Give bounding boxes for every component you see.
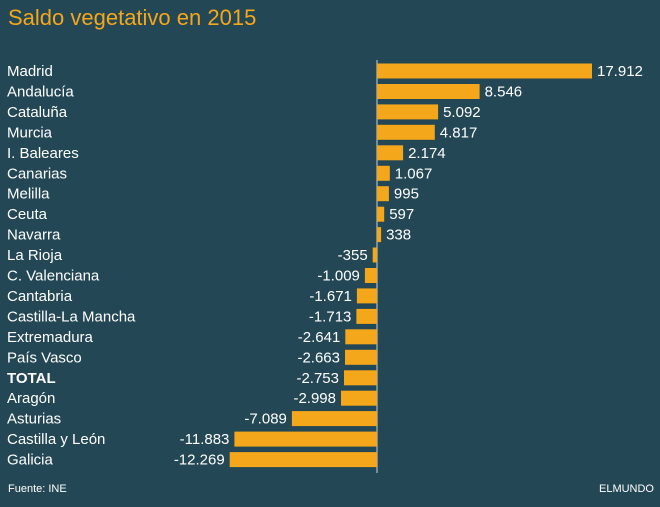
value-label-aragon: -2.998 [293, 390, 336, 407]
category-label-canarias: Canarias [7, 165, 67, 182]
bar-navarra [377, 227, 382, 243]
bar-castilla-la-mancha [356, 308, 377, 324]
value-label-madrid: 17.912 [597, 63, 643, 80]
bar-castilla-y-leon [234, 431, 377, 447]
chart-title: Saldo vegetativo en 2015 [8, 5, 257, 30]
bar-galicia [229, 452, 377, 468]
value-label-la-rioja: -355 [338, 247, 368, 264]
brand-logo: ELMUNDO [598, 483, 654, 495]
value-label-cataluna: 5.092 [443, 104, 481, 121]
bar-melilla [377, 186, 389, 202]
category-label-galicia: Galicia [7, 452, 54, 469]
category-label-madrid: Madrid [7, 63, 53, 80]
category-label-pais-vasco: País Vasco [7, 349, 82, 366]
bar-canarias [377, 165, 390, 181]
value-label-extremadura: -2.641 [298, 329, 341, 346]
category-label-total: TOTAL [7, 370, 56, 387]
category-label-ceuta: Ceuta [7, 206, 48, 223]
bar-extremadura [345, 329, 377, 345]
bar-cantabria [356, 288, 377, 304]
category-label-castilla-la-mancha: Castilla-La Mancha [7, 308, 136, 325]
category-label-la-rioja: La Rioja [7, 247, 63, 264]
category-label-i-baleares: I. Baleares [7, 145, 79, 162]
value-label-andalucia: 8.546 [485, 84, 523, 101]
bar-i-baleares [377, 145, 404, 161]
value-label-i-baleares: 2.174 [408, 145, 446, 162]
category-label-asturias: Asturias [7, 411, 61, 428]
category-label-andalucia: Andalucía [7, 84, 74, 101]
category-label-cataluna: Cataluña [7, 104, 68, 121]
bar-murcia [377, 124, 435, 140]
value-label-asturias: -7.089 [244, 411, 287, 428]
value-label-castilla-y-leon: -11.883 [180, 431, 230, 448]
value-label-total: -2.753 [296, 370, 339, 387]
value-label-cantabria: -1.671 [309, 288, 352, 305]
category-label-aragon: Aragón [7, 390, 55, 407]
bar-la-rioja [372, 247, 377, 263]
bar-aragon [341, 390, 377, 406]
bar-ceuta [377, 206, 385, 222]
value-label-murcia: 4.817 [440, 124, 478, 141]
category-label-castilla-y-leon: Castilla y León [7, 431, 105, 448]
value-label-galicia: -12.269 [174, 452, 225, 469]
bar-asturias [291, 411, 377, 427]
category-label-c-valenciana: C. Valenciana [7, 268, 100, 285]
category-label-murcia: Murcia [7, 124, 53, 141]
value-label-melilla: 995 [394, 186, 419, 203]
bar-total [344, 370, 377, 386]
bar-cataluna [377, 104, 439, 120]
bar-c-valenciana [364, 268, 377, 283]
category-label-cantabria: Cantabria [7, 288, 73, 305]
value-label-castilla-la-mancha: -1.713 [309, 308, 352, 325]
value-label-canarias: 1.067 [395, 165, 433, 182]
category-label-extremadura: Extremadura [7, 329, 94, 346]
value-label-ceuta: 597 [389, 206, 414, 223]
value-label-navarra: 338 [386, 227, 411, 244]
category-label-melilla: Melilla [7, 186, 50, 203]
category-labels: Madrid Andalucía Cataluña Murcia I. Baleares… [7, 63, 136, 469]
bars [229, 63, 592, 468]
value-label-c-valenciana: -1.009 [317, 268, 360, 285]
bar-madrid [377, 63, 592, 79]
bar-pais-vasco [345, 349, 377, 365]
value-label-pais-vasco: -2.663 [297, 349, 340, 366]
bar-andalucia [377, 84, 480, 99]
category-label-navarra: Navarra [7, 227, 61, 244]
source-note: Fuente: INE [8, 483, 67, 495]
